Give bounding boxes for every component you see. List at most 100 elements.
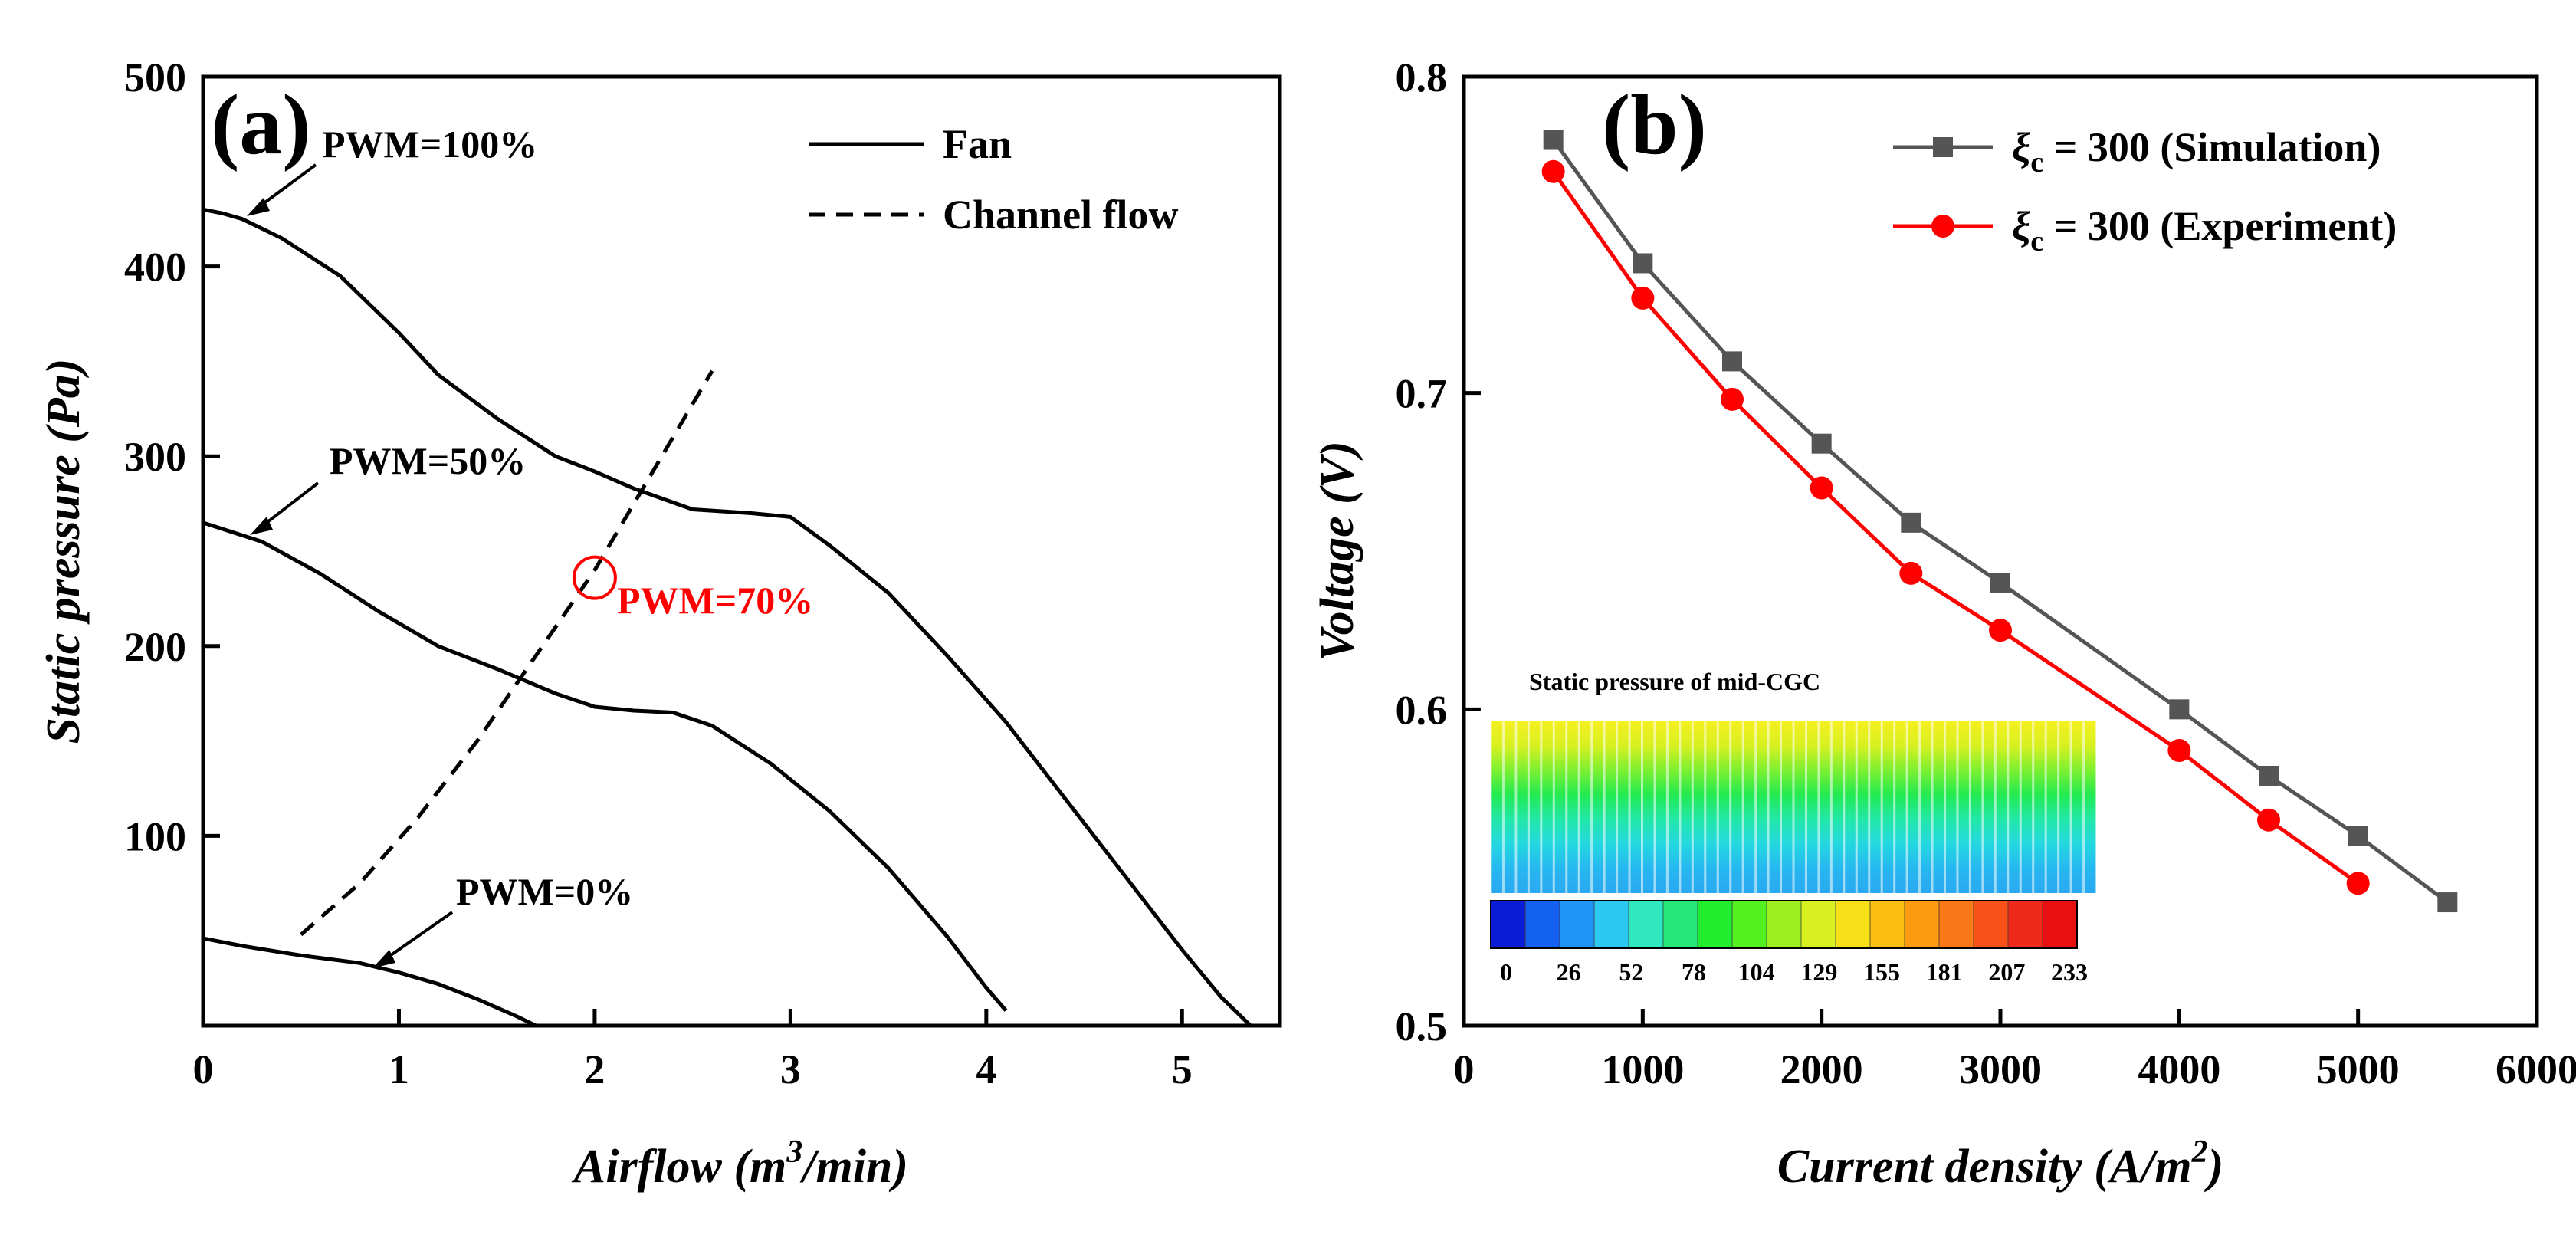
b-sim-point bbox=[1901, 512, 1921, 533]
a-legend-fan-label: Fan bbox=[943, 121, 1012, 167]
b-colorbar-segment bbox=[2043, 901, 2078, 948]
b-colorbar-tick-label: 233 bbox=[2051, 958, 2088, 986]
b-x-axis-label: Current density (A/m2) bbox=[1777, 1135, 2224, 1193]
a-arrow-pwm100 bbox=[255, 163, 317, 210]
b-legend-exp-sym: ξ bbox=[2012, 203, 2030, 249]
a-y-tick-label: 200 bbox=[124, 624, 186, 670]
a-legend: Fan Channel flow bbox=[809, 121, 1179, 238]
a-x-axis-label-sup: 3 bbox=[786, 1135, 802, 1170]
b-legend-exp-label: ξc = 300 (Experiment) bbox=[2012, 203, 2397, 258]
b-y-axis-label: Voltage (V) bbox=[1311, 441, 1363, 662]
b-colorbar-segment bbox=[1836, 901, 1871, 948]
b-exp-point bbox=[1721, 387, 1744, 411]
b-colorbar-segment bbox=[1594, 901, 1629, 948]
b-x-axis-label-post: ) bbox=[2204, 1141, 2224, 1193]
a-panel-label: (a) bbox=[211, 77, 311, 172]
a-annotation-pwm50: PWM=50% bbox=[330, 439, 526, 482]
b-legend-sim-rest: = 300 (Simulation) bbox=[2043, 124, 2381, 170]
b-panel-label: (b) bbox=[1602, 77, 1707, 172]
b-sim-point bbox=[1811, 433, 1832, 454]
b-colorbar-tick-label: 129 bbox=[1800, 958, 1837, 986]
a-x-tick-label: 1 bbox=[389, 1046, 409, 1092]
b-series bbox=[1541, 130, 2458, 913]
b-x-axis-label-pre: Current density ( bbox=[1777, 1141, 2113, 1193]
b-exp-point bbox=[2257, 808, 2280, 832]
b-exp-point bbox=[1899, 561, 1923, 585]
b-x-tick-label: 3000 bbox=[1959, 1046, 2042, 1092]
b-y-tick-label: 0.5 bbox=[1396, 1003, 1448, 1049]
b-colorbar-tick-label: 0 bbox=[1500, 958, 1512, 986]
b-sim-point bbox=[2437, 892, 2458, 913]
a-x-tick-label: 4 bbox=[976, 1046, 996, 1092]
b-x-tick-label: 5000 bbox=[2317, 1046, 2400, 1092]
a-x-axis-label-post: /min) bbox=[799, 1141, 908, 1193]
b-sim-point bbox=[1722, 351, 1742, 372]
b-colorbar-segment bbox=[1801, 901, 1836, 948]
b-colorbar-frame bbox=[1490, 900, 2078, 949]
b-y-tick-label: 0.7 bbox=[1396, 371, 1448, 417]
chart-a: 0 1 2 3 4 5 100 200 300 400 500 (a) Fan Channel fl… bbox=[38, 54, 1282, 1193]
b-inset-title: Static pressure of mid-CGC bbox=[1529, 668, 1820, 695]
a-plot-frame bbox=[201, 74, 1282, 1028]
b-exp-point bbox=[1810, 476, 1833, 500]
b-legend-exp-sub: c bbox=[2030, 225, 2043, 258]
b-x-tick-label: 6000 bbox=[2496, 1046, 2576, 1092]
a-arrowhead-pwm100 bbox=[247, 198, 270, 216]
a-x-tick-label: 0 bbox=[193, 1046, 214, 1092]
b-colorbar-segment bbox=[1732, 901, 1767, 948]
b-y-tick-label: 0.8 bbox=[1396, 54, 1448, 100]
b-series-line-0 bbox=[1551, 139, 2449, 905]
b-sim-point bbox=[1633, 253, 1653, 274]
b-colorbar-segment bbox=[1698, 901, 1733, 948]
a-arrow-pwm50 bbox=[259, 481, 320, 529]
a-x-axis-label: Airflow (m3/min) bbox=[571, 1135, 908, 1193]
b-colorbar-tick-label: 155 bbox=[1863, 958, 1900, 986]
a-series-line-2 bbox=[202, 936, 537, 1028]
a-x-tick-label: 3 bbox=[780, 1046, 801, 1092]
b-y-tick-label: 0.6 bbox=[1396, 687, 1448, 733]
b-sim-point bbox=[2259, 765, 2279, 786]
a-arrow-pwm0 bbox=[382, 911, 454, 962]
b-colorbar-segment bbox=[1663, 901, 1698, 948]
b-sim-point bbox=[1543, 130, 1564, 150]
a-pwm70-circle bbox=[572, 555, 617, 600]
b-legend-sim-marker bbox=[1933, 137, 1953, 157]
a-annotation-pwm0: PWM=0% bbox=[456, 870, 633, 913]
b-exp-point bbox=[1541, 159, 1565, 183]
b-colorbar-tick-label: 26 bbox=[1557, 958, 1581, 986]
a-y-tick-label: 400 bbox=[124, 245, 186, 291]
a-legend-channel-label: Channel flow bbox=[943, 192, 1179, 238]
b-x-tick-label: 4000 bbox=[2138, 1046, 2220, 1092]
b-colorbar-tick-label: 207 bbox=[1988, 958, 2025, 986]
a-arrowhead-pwm50 bbox=[250, 517, 273, 535]
b-ticks: 0 1000 2000 3000 4000 5000 6000 0.5 0.6 0.7 0.8 bbox=[1396, 54, 2576, 1092]
b-legend: ξc = 300 (Simulation) ξc = 300 (Experime… bbox=[1893, 124, 2397, 258]
a-y-tick-label: 300 bbox=[124, 434, 186, 480]
b-plot-frame bbox=[1462, 74, 2539, 1028]
b-sim-point bbox=[2348, 826, 2368, 846]
b-colorbar-segment bbox=[2008, 901, 2043, 948]
a-series-line-3 bbox=[300, 369, 714, 937]
a-x-tick-label: 5 bbox=[1172, 1046, 1193, 1092]
a-y-tick-label: 500 bbox=[124, 54, 186, 100]
b-colorbar-segment bbox=[1939, 901, 1974, 948]
b-x-tick-label: 0 bbox=[1454, 1046, 1475, 1092]
b-x-tick-label: 2000 bbox=[1780, 1046, 1863, 1092]
b-colorbar-segment bbox=[1974, 901, 2009, 948]
chart-b: Static pressure of mid-CGC 0 26 52 78 104 129… bbox=[1311, 54, 2576, 1193]
a-arrowhead-pwm0 bbox=[372, 950, 395, 968]
b-colorbar-segment bbox=[1629, 901, 1664, 948]
b-legend-sim-sub: c bbox=[2030, 146, 2043, 179]
b-legend-exp-rest: = 300 (Experiment) bbox=[2043, 203, 2397, 249]
b-exp-point bbox=[2167, 738, 2191, 762]
a-annotation-pwm100: PWM=100% bbox=[322, 123, 537, 166]
a-y-tick-label: 100 bbox=[124, 813, 186, 859]
b-colorbar-segment bbox=[1491, 901, 1526, 948]
a-curves bbox=[202, 207, 1252, 1028]
b-x-axis-label-sup: 2 bbox=[2191, 1135, 2208, 1170]
a-annotation-pwm70: PWM=70% bbox=[617, 579, 813, 622]
a-x-axis-label-base: m bbox=[750, 1141, 786, 1193]
b-exp-point bbox=[1989, 619, 2012, 642]
b-sim-point bbox=[1990, 573, 2010, 593]
